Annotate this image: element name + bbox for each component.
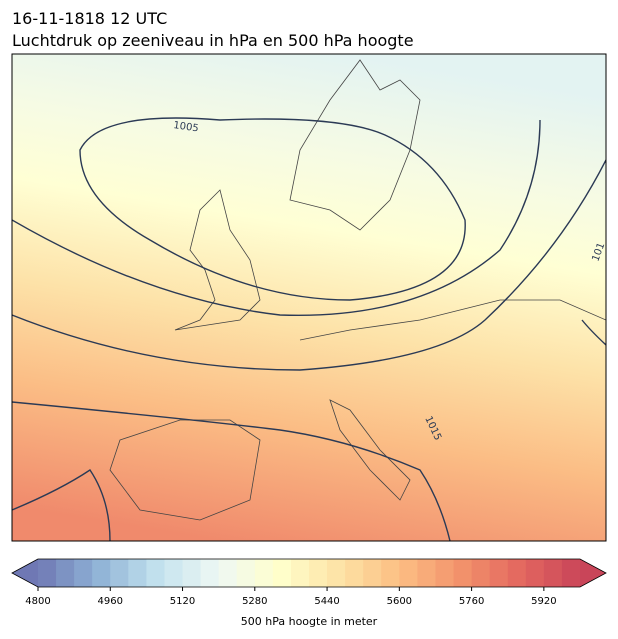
coastline — [329, 399, 411, 501]
isobar — [12, 159, 606, 371]
colorbar-tick-label: 5760 — [459, 596, 484, 607]
isobar — [79, 117, 466, 301]
colorbar-segment — [309, 559, 328, 587]
colorbar-segment — [453, 559, 473, 587]
colorbar-tick-label: 5280 — [242, 596, 267, 607]
colorbar-segment — [471, 559, 491, 587]
colorbar-extend-low — [12, 559, 38, 587]
title-line: 16-11-1818 12 UTC — [12, 9, 167, 28]
colorbar-tick-label: 4960 — [98, 596, 123, 607]
colorbar-segment — [399, 559, 418, 587]
map: 1005 1015 101 — [12, 54, 607, 541]
isobar — [12, 119, 541, 317]
colorbar-segment — [525, 559, 545, 587]
colorbar-segment — [363, 559, 382, 587]
colorbar-outline — [11, 558, 607, 588]
colorbar-segment — [128, 559, 147, 587]
colorbar-segment — [543, 559, 563, 587]
colorbar-segment — [182, 559, 202, 587]
colorbar-segment — [236, 559, 256, 587]
colorbar-segment — [489, 559, 509, 587]
contour-label: 101 — [590, 241, 607, 263]
isobar — [12, 401, 451, 541]
isobar — [581, 319, 606, 346]
colorbar-segment — [38, 559, 57, 587]
colorbar-segment — [218, 559, 238, 587]
colorbar-segment — [272, 559, 292, 587]
colorbar-segment — [110, 559, 129, 587]
contour-label: 1005 — [173, 120, 200, 134]
colorbar-segment — [561, 559, 581, 587]
colorbar-tick-label: 4800 — [25, 596, 50, 607]
colorbar: 4800 4960 5120 5280 5440 5600 5760 5920 — [11, 558, 607, 607]
colorbar-segment — [254, 559, 274, 587]
colorbar-label: 500 hPa hoogte in meter — [241, 615, 378, 628]
isobar — [12, 469, 111, 541]
colorbar-segment — [345, 559, 364, 587]
colorbar-tick-label: 5440 — [314, 596, 339, 607]
colorbar-segment — [200, 559, 220, 587]
colorbar-segment — [435, 559, 455, 587]
coastline — [299, 299, 606, 341]
colorbar-segment — [146, 559, 165, 587]
colorbar-segment — [381, 559, 400, 587]
colorbar-segment — [417, 559, 436, 587]
subtitle-line: Luchtdruk op zeeniveau in hPa en 500 hPa… — [12, 31, 414, 50]
colorbar-segment — [164, 559, 184, 587]
colorbar-segment — [290, 559, 310, 587]
colorbar-extend-high — [580, 559, 606, 587]
coastline — [289, 59, 421, 231]
colorbar-segment — [507, 559, 527, 587]
colorbar-tick-label: 5600 — [387, 596, 412, 607]
map-frame — [11, 53, 607, 542]
colorbar-segment — [74, 559, 93, 587]
colorbar-tick-label: 5120 — [170, 596, 195, 607]
colorbar-segment — [327, 559, 346, 587]
colorbar-segment — [92, 559, 111, 587]
colorbar-segment — [56, 559, 75, 587]
colorbar-tick-label: 5920 — [531, 596, 556, 607]
